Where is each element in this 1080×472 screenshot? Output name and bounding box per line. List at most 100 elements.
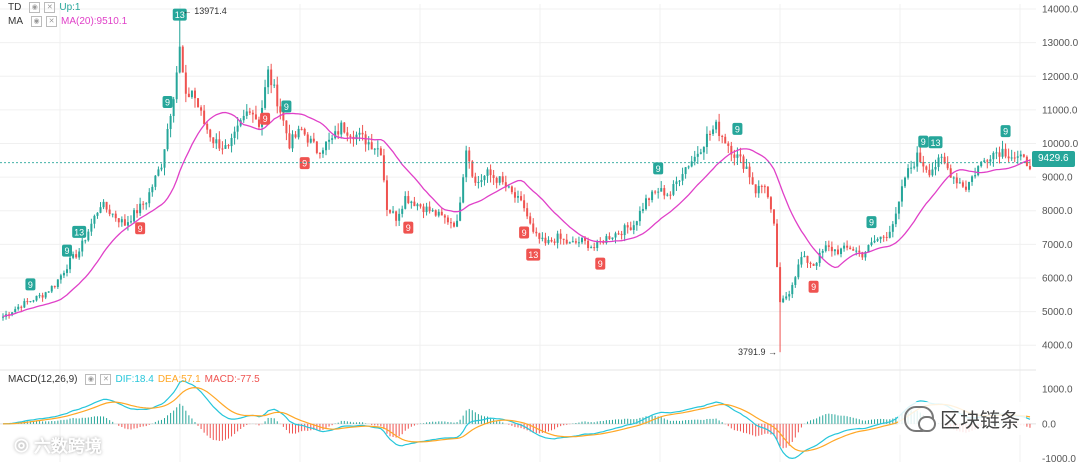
- candle-body: [370, 142, 373, 150]
- candle-body: [11, 312, 14, 315]
- candle-body: [766, 186, 769, 198]
- candle-body: [23, 301, 26, 308]
- candle-body: [827, 245, 830, 247]
- candle-body: [69, 257, 72, 270]
- candle-body: [617, 233, 620, 235]
- candle-body: [163, 149, 166, 168]
- candle-body: [983, 160, 986, 162]
- candle-body: [916, 152, 919, 167]
- candle-body: [648, 198, 651, 201]
- candle-body: [465, 150, 468, 178]
- candle-body: [696, 153, 699, 157]
- candle-body: [318, 152, 321, 154]
- candle-body: [53, 286, 56, 288]
- watermark-right-text: 区块链条: [940, 410, 1020, 432]
- candle-body: [404, 196, 407, 209]
- candle-body: [605, 236, 608, 244]
- candle-body: [425, 206, 428, 213]
- candle-body: [644, 198, 647, 210]
- candle-body: [392, 211, 395, 213]
- candle-body: [38, 295, 41, 297]
- td-marker-box: [653, 162, 664, 175]
- candle-body: [535, 231, 538, 234]
- candle-body: [474, 176, 477, 183]
- watermark-right: 区块链条: [898, 402, 1026, 435]
- candle-body: [410, 201, 413, 204]
- candle-body: [242, 115, 245, 121]
- eye-icon[interactable]: ◉: [85, 374, 97, 385]
- candle-body: [498, 176, 501, 183]
- candle-body: [389, 209, 392, 213]
- candle-body: [840, 248, 843, 255]
- legend-dif-value: DIF:18.4: [115, 374, 154, 385]
- candle-body: [398, 213, 401, 221]
- candle-body: [544, 237, 547, 244]
- candle-body: [35, 295, 38, 301]
- candle-body: [14, 309, 17, 313]
- candle-body: [129, 221, 132, 223]
- candle-body: [385, 180, 388, 210]
- candle-body: [562, 238, 565, 240]
- eye-icon[interactable]: ◉: [31, 16, 42, 27]
- candle-body: [81, 240, 84, 252]
- close-icon[interactable]: ✕: [46, 16, 57, 27]
- candle-body: [632, 225, 635, 230]
- candle-body: [126, 222, 129, 226]
- candle-body: [663, 188, 666, 196]
- close-icon[interactable]: ✕: [44, 2, 56, 13]
- legend-macd-name: MACD(12,26,9): [8, 374, 78, 385]
- td-marker-label: 13: [74, 227, 84, 237]
- candle-body: [681, 174, 684, 181]
- candle-body: [669, 194, 672, 196]
- candle-body: [565, 239, 568, 244]
- candle-body: [419, 204, 422, 207]
- legend-ma: MA ◉ ✕ MA(20):9510.1: [8, 16, 127, 27]
- candle-body: [282, 112, 285, 121]
- candle-body: [556, 233, 559, 243]
- td-marker-label: 9: [522, 228, 527, 238]
- eye-icon[interactable]: ◉: [29, 2, 41, 13]
- candle-body: [977, 166, 980, 176]
- candle-body: [919, 152, 922, 163]
- candle-body: [230, 137, 233, 147]
- candle-body: [852, 249, 855, 251]
- candle-body: [675, 181, 678, 185]
- candle-body: [660, 188, 663, 192]
- candle-body: [715, 121, 718, 130]
- candle-body: [751, 177, 754, 185]
- close-icon[interactable]: ✕: [100, 374, 112, 385]
- candle-body: [882, 236, 885, 238]
- td-marker-label: 13: [528, 250, 538, 260]
- td-marker-label: 9: [869, 218, 874, 228]
- candle-body: [251, 112, 254, 115]
- candle-body: [885, 236, 888, 238]
- legend-dea-value: DEA:57.1: [157, 374, 201, 385]
- candle-body: [940, 156, 943, 158]
- td-marker-box: [519, 226, 530, 239]
- candle-body: [93, 215, 96, 224]
- candle-body: [117, 218, 120, 223]
- candle-body: [608, 236, 611, 240]
- candle-body: [361, 132, 364, 135]
- candle-body: [937, 157, 940, 168]
- candle-body: [160, 167, 163, 170]
- candle-body: [748, 166, 751, 178]
- candle-body: [96, 212, 99, 216]
- candle-body: [279, 106, 282, 113]
- candle-body: [428, 206, 431, 212]
- price-tick-label: 9000.0: [1042, 173, 1073, 184]
- candle-body: [486, 169, 489, 176]
- candle-body: [440, 211, 443, 216]
- legend-macd-value: MACD:-77.5: [204, 374, 260, 385]
- candle-body: [59, 275, 62, 280]
- td-marker-box: [808, 280, 819, 293]
- candle-body: [142, 203, 145, 205]
- td-marker-box: [299, 157, 310, 170]
- candle-body: [952, 177, 955, 179]
- candle-body: [197, 98, 200, 108]
- candle-body: [876, 239, 879, 241]
- candle-body: [635, 221, 638, 226]
- candle-body: [858, 250, 861, 253]
